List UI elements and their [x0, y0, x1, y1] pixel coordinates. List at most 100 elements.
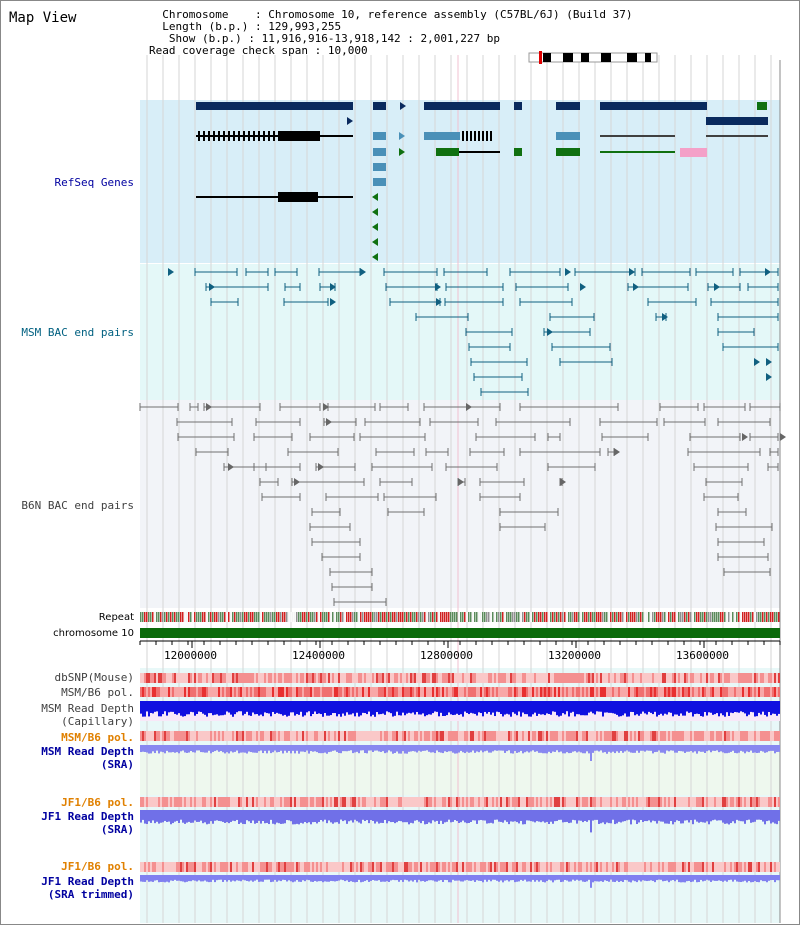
- jf1-b6-pol2-label[interactable]: JF1/B6 pol.: [61, 860, 134, 873]
- heat-cell: [454, 862, 456, 872]
- repeat-mark: [564, 612, 566, 622]
- heat-cell: [558, 797, 560, 807]
- msm-bac-label[interactable]: MSM BAC end pairs: [21, 326, 134, 339]
- repeat-mark: [462, 612, 464, 622]
- heat-cell: [422, 797, 424, 807]
- depth-bar: [756, 810, 758, 820]
- msm-b6-pol2-label[interactable]: MSM/B6 pol.: [61, 731, 134, 744]
- heat-cell: [732, 687, 734, 697]
- heat-cell: [542, 797, 544, 807]
- heat-cell: [322, 731, 324, 741]
- depth-bar: [330, 745, 332, 752]
- heat-cell: [260, 731, 262, 741]
- dbsnp-label[interactable]: dbSNP(Mouse): [54, 671, 134, 684]
- heat-cell: [380, 687, 382, 697]
- depth-bar: [458, 875, 460, 881]
- depth-bar: [288, 875, 290, 881]
- depth-bar: [286, 875, 288, 882]
- heat-cell: [478, 797, 480, 807]
- repeat-mark: [530, 612, 532, 622]
- depth-bar: [606, 745, 608, 754]
- repeat-mark: [586, 612, 588, 622]
- heat-cell: [588, 862, 590, 872]
- jf1-trim-label[interactable]: JF1 Read Depth (SRA trimmed): [41, 875, 134, 901]
- heat-cell: [160, 797, 162, 807]
- depth-bar: [502, 875, 504, 883]
- heat-cell: [574, 862, 576, 872]
- heat-cell: [666, 731, 668, 741]
- depth-bar: [300, 810, 302, 823]
- msm-depth-sra-label[interactable]: MSM Read Depth (SRA): [41, 745, 134, 771]
- gene-model: [459, 151, 500, 153]
- heat-cell: [212, 797, 214, 807]
- repeat-mark: [328, 612, 330, 622]
- depth-bar: [158, 745, 160, 754]
- heat-cell: [166, 687, 168, 697]
- depth-bar: [162, 745, 164, 753]
- repeat-mark: [652, 612, 654, 622]
- heat-cell: [518, 797, 520, 807]
- depth-bar: [214, 701, 216, 715]
- depth-bar: [610, 875, 612, 880]
- heat-cell: [198, 673, 200, 683]
- depth-bar: [230, 810, 232, 822]
- repeat-mark: [330, 612, 332, 622]
- heat-cell: [708, 731, 710, 741]
- heat-cell: [254, 687, 256, 697]
- gene-model: [680, 148, 707, 157]
- heat-cell: [558, 687, 560, 697]
- depth-bar: [424, 875, 426, 882]
- heat-cell: [498, 797, 500, 807]
- heat-cell: [432, 673, 434, 683]
- heat-cell: [642, 862, 644, 872]
- depth-bar: [734, 701, 736, 713]
- b6n-bac-label[interactable]: B6N BAC end pairs: [21, 499, 134, 512]
- depth-bar: [148, 810, 150, 822]
- depth-bar: [428, 745, 430, 752]
- heat-cell: [640, 687, 642, 697]
- gene-arrow: [372, 253, 378, 261]
- heat-cell: [146, 862, 148, 872]
- heat-cell: [740, 687, 742, 697]
- heat-cell: [572, 687, 574, 697]
- depth-bar: [408, 875, 410, 882]
- repeat-mark: [482, 612, 484, 622]
- repeat-mark: [578, 612, 580, 622]
- depth-bar: [398, 701, 400, 716]
- heat-cell: [562, 731, 564, 741]
- heat-cell: [324, 687, 326, 697]
- jf1-b6-pol-label[interactable]: JF1/B6 pol.: [61, 796, 134, 809]
- depth-bar: [250, 810, 252, 824]
- heat-cell: [544, 731, 546, 741]
- msm-b6-pol-label[interactable]: MSM/B6 pol.: [61, 686, 134, 699]
- heat-cell: [274, 862, 276, 872]
- depth-bar: [546, 875, 548, 882]
- heat-cell: [224, 797, 226, 807]
- depth-bar: [596, 701, 598, 712]
- heat-cell: [756, 862, 758, 872]
- heat-cell: [316, 862, 318, 872]
- depth-bar: [152, 745, 154, 752]
- depth-bar: [396, 810, 398, 823]
- depth-bar: [296, 875, 298, 881]
- refseq-genes-label[interactable]: RefSeq Genes: [54, 176, 134, 189]
- heat-cell: [356, 862, 358, 872]
- heat-cell: [602, 673, 604, 683]
- depth-bar: [150, 701, 152, 713]
- heat-cell: [226, 797, 228, 807]
- heat-cell: [290, 687, 292, 697]
- heat-cell: [418, 673, 420, 683]
- depth-bar: [294, 875, 296, 882]
- depth-bar: [276, 875, 278, 882]
- heat-cell: [190, 862, 192, 872]
- jf1-depth-label[interactable]: JF1 Read Depth (SRA): [41, 810, 134, 836]
- repeat-mark: [428, 612, 430, 622]
- heat-cell: [660, 797, 662, 807]
- heat-cell: [554, 862, 556, 872]
- depth-bar: [610, 745, 612, 753]
- heat-cell: [268, 687, 270, 697]
- msm-depth-cap-label[interactable]: MSM Read Depth (Capillary): [41, 702, 134, 728]
- heat-cell: [494, 687, 496, 697]
- heat-cell: [398, 731, 400, 741]
- heat-cell: [142, 797, 144, 807]
